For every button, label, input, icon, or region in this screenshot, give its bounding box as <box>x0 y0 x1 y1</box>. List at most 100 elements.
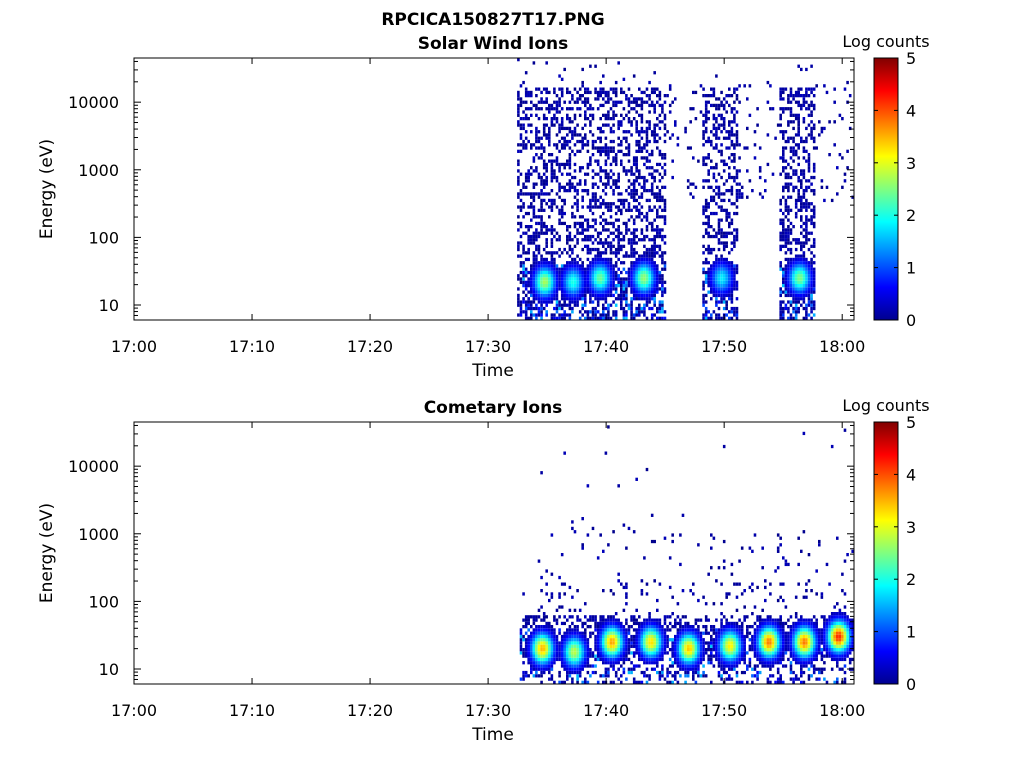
heatmap-cell <box>569 245 572 248</box>
heatmap-cell <box>805 238 808 241</box>
heatmap-cell <box>576 268 579 271</box>
heatmap-cell <box>533 258 536 261</box>
heatmap-cell <box>548 628 551 631</box>
heatmap-cell <box>736 664 739 667</box>
heatmap-cell <box>723 107 726 110</box>
heatmap-cell <box>635 130 638 133</box>
heatmap-cell <box>571 274 574 277</box>
heatmap-cell <box>641 114 644 117</box>
heatmap-cell <box>677 635 680 638</box>
heatmap-cell <box>543 146 546 149</box>
colorbar-tick-label: 2 <box>906 206 916 225</box>
heatmap-cell <box>659 255 662 258</box>
heatmap-cell <box>587 166 590 169</box>
heatmap-cell <box>569 625 572 628</box>
heatmap-cell <box>720 124 723 127</box>
heatmap-cell <box>551 291 554 294</box>
heatmap-cell <box>643 661 646 664</box>
heatmap-cell <box>728 88 731 91</box>
heatmap-cell <box>723 566 726 569</box>
heatmap-cell <box>638 648 641 651</box>
heatmap-cell <box>553 117 556 120</box>
heatmap-cell <box>720 674 723 677</box>
heatmap-cell <box>689 146 692 149</box>
heatmap-cell <box>731 189 734 192</box>
heatmap-cell <box>731 133 734 136</box>
heatmap-cell <box>592 632 595 635</box>
heatmap-cell <box>625 251 628 254</box>
heatmap-cell <box>569 268 572 271</box>
heatmap-cell <box>576 300 579 303</box>
heatmap-cell <box>702 186 705 189</box>
heatmap-cell <box>535 645 538 648</box>
heatmap-cell <box>648 678 651 681</box>
heatmap-cell <box>553 258 556 261</box>
heatmap-cell <box>576 91 579 94</box>
heatmap-cell <box>692 592 695 595</box>
heatmap-cell <box>707 317 710 320</box>
heatmap-cell <box>736 124 739 127</box>
heatmap-cell <box>800 205 803 208</box>
heatmap-cell <box>540 284 543 287</box>
heatmap-cell <box>641 232 644 235</box>
heatmap-cell <box>581 664 584 667</box>
heatmap-cell <box>548 228 551 231</box>
heatmap-cell <box>605 648 608 651</box>
heatmap-cell <box>527 284 530 287</box>
heatmap-cell <box>713 537 716 540</box>
heatmap-cell <box>569 615 572 618</box>
heatmap-cell <box>803 268 806 271</box>
heatmap-cell <box>543 300 546 303</box>
heatmap-cell <box>574 196 577 199</box>
heatmap-cell <box>574 645 577 648</box>
heatmap-cell <box>710 628 713 631</box>
heatmap-cell <box>661 291 664 294</box>
heatmap-cell <box>731 628 734 631</box>
heatmap-cell <box>581 264 584 267</box>
heatmap-cell <box>764 645 767 648</box>
heatmap-cell <box>779 313 782 316</box>
heatmap-cell <box>605 228 608 231</box>
heatmap-cell <box>612 641 615 644</box>
heatmap-cell <box>720 114 723 117</box>
heatmap-cell <box>790 241 793 244</box>
heatmap-cell <box>707 281 710 284</box>
heatmap-cell <box>522 297 525 300</box>
heatmap-cell <box>589 277 592 280</box>
heatmap-cell <box>803 104 806 107</box>
heatmap-cell <box>707 117 710 120</box>
heatmap-cell <box>651 130 654 133</box>
heatmap-cell <box>592 176 595 179</box>
heatmap-cell <box>527 169 530 172</box>
heatmap-cell <box>733 628 736 631</box>
heatmap-cell <box>540 471 543 474</box>
heatmap-cell <box>700 674 703 677</box>
heatmap-cell <box>641 294 644 297</box>
heatmap-cell <box>805 228 808 231</box>
heatmap-cell <box>584 651 587 654</box>
heatmap-cell <box>623 202 626 205</box>
heatmap-cell <box>733 235 736 238</box>
heatmap-cell <box>646 235 649 238</box>
heatmap-cell <box>689 641 692 644</box>
heatmap-cell <box>605 268 608 271</box>
heatmap-cell <box>561 215 564 218</box>
heatmap-cell <box>707 173 710 176</box>
heatmap-cell <box>641 196 644 199</box>
heatmap-cell <box>695 641 698 644</box>
heatmap-cell <box>756 674 759 677</box>
heatmap-cell <box>687 622 690 625</box>
heatmap-cell <box>597 173 600 176</box>
heatmap-cell <box>527 94 530 97</box>
heatmap-cell <box>612 271 615 274</box>
heatmap-cell <box>635 622 638 625</box>
heatmap-cell <box>643 143 646 146</box>
heatmap-cell <box>705 222 708 225</box>
heatmap-cell <box>648 619 651 622</box>
heatmap-cell <box>689 651 692 654</box>
heatmap-cell <box>705 615 708 618</box>
heatmap-cell <box>651 271 654 274</box>
heatmap-cell <box>625 137 628 140</box>
heatmap-cell <box>551 258 554 261</box>
heatmap-cell <box>659 150 662 153</box>
